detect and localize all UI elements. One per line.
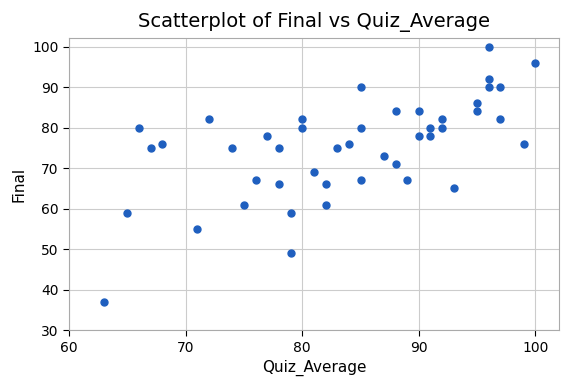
- Point: [286, 250, 295, 256]
- Point: [298, 116, 307, 122]
- Point: [403, 177, 412, 183]
- Point: [146, 145, 156, 151]
- Point: [391, 161, 400, 167]
- Point: [379, 153, 388, 159]
- Point: [426, 124, 435, 131]
- Point: [356, 124, 365, 131]
- Y-axis label: Final: Final: [12, 167, 26, 202]
- Point: [426, 132, 435, 139]
- Point: [438, 116, 447, 122]
- Point: [472, 100, 482, 106]
- Point: [472, 108, 482, 114]
- Point: [286, 210, 295, 216]
- Point: [496, 84, 505, 90]
- Point: [123, 210, 132, 216]
- Point: [496, 116, 505, 122]
- Point: [228, 145, 237, 151]
- Point: [484, 84, 494, 90]
- Point: [274, 145, 283, 151]
- Point: [263, 132, 272, 139]
- Point: [251, 177, 260, 183]
- Point: [332, 145, 342, 151]
- Point: [484, 43, 494, 50]
- Point: [414, 108, 423, 114]
- Point: [274, 181, 283, 187]
- Point: [204, 116, 214, 122]
- Point: [438, 124, 447, 131]
- Point: [484, 76, 494, 82]
- Point: [321, 181, 330, 187]
- Point: [321, 202, 330, 208]
- Title: Scatterplot of Final vs Quiz_Average: Scatterplot of Final vs Quiz_Average: [138, 12, 490, 32]
- Point: [309, 169, 319, 175]
- Point: [531, 60, 540, 66]
- Point: [344, 141, 354, 147]
- Point: [158, 141, 167, 147]
- Point: [298, 124, 307, 131]
- X-axis label: Quiz_Average: Quiz_Average: [262, 360, 366, 376]
- Point: [100, 299, 109, 305]
- Point: [449, 185, 458, 192]
- Point: [134, 124, 143, 131]
- Point: [356, 84, 365, 90]
- Point: [356, 177, 365, 183]
- Point: [193, 226, 202, 232]
- Point: [391, 108, 400, 114]
- Point: [414, 132, 423, 139]
- Point: [519, 141, 528, 147]
- Point: [240, 202, 249, 208]
